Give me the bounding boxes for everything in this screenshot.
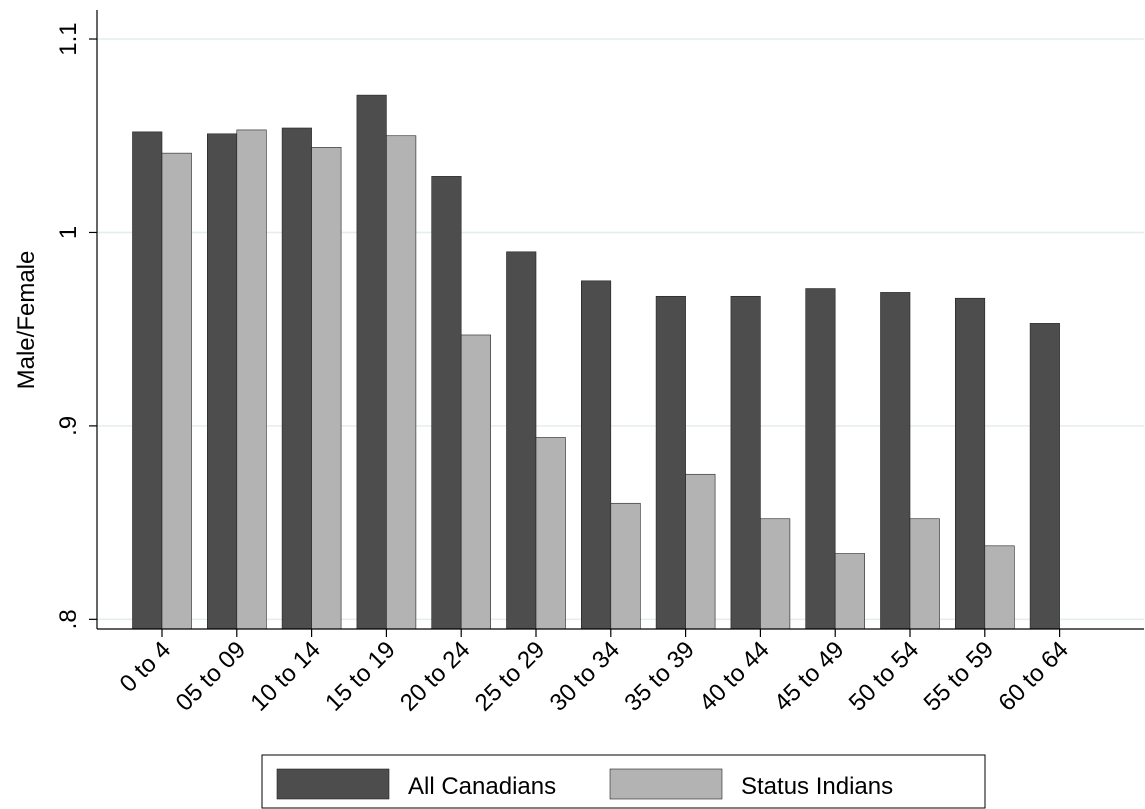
bar xyxy=(431,176,462,630)
bar xyxy=(311,147,342,630)
bar xyxy=(834,553,866,630)
x-tick-label: 20 to 24 xyxy=(395,636,475,716)
bar xyxy=(132,131,163,630)
legend-label: All Canadians xyxy=(408,773,556,800)
bar xyxy=(506,251,537,630)
bar xyxy=(356,94,387,630)
x-tick-label: 35 to 39 xyxy=(619,636,699,716)
legend-swatch xyxy=(609,768,723,800)
bar xyxy=(805,288,836,630)
legend-swatch xyxy=(276,768,390,800)
y-axis-label: Male/Female xyxy=(13,251,40,390)
bar xyxy=(760,518,791,630)
bar xyxy=(984,545,1015,630)
bar xyxy=(1029,323,1060,630)
bar xyxy=(460,334,492,630)
x-tick-label: 60 to 64 xyxy=(993,636,1073,716)
bar xyxy=(655,295,686,630)
y-tick-label: .9 xyxy=(55,416,82,436)
bar xyxy=(685,473,716,630)
bar xyxy=(236,129,267,630)
y-tick-label: 1 xyxy=(55,226,82,239)
x-tick-label: 0 to 4 xyxy=(115,636,177,698)
x-tick-label: 05 to 09 xyxy=(171,636,251,716)
bar xyxy=(161,152,192,630)
bar xyxy=(207,133,238,630)
y-tick-label: .8 xyxy=(55,609,82,629)
x-tick-label: 45 to 49 xyxy=(769,636,849,716)
bar xyxy=(954,297,986,630)
x-tick-label: 15 to 19 xyxy=(320,636,400,716)
x-tick-label: 10 to 14 xyxy=(245,636,325,716)
legend-label: Status Indians xyxy=(741,773,893,800)
x-tick-label: 40 to 44 xyxy=(694,636,774,716)
bar xyxy=(730,295,761,630)
bar xyxy=(281,127,312,630)
bar xyxy=(880,292,911,630)
bar xyxy=(610,502,641,630)
y-tick-label: 1.1 xyxy=(55,22,82,55)
bar xyxy=(535,437,566,630)
x-tick-label: 55 to 59 xyxy=(919,636,999,716)
x-tick-label: 25 to 29 xyxy=(470,636,550,716)
bar xyxy=(909,518,940,630)
x-tick-label: 30 to 34 xyxy=(545,636,625,716)
bar xyxy=(386,135,417,630)
bar xyxy=(580,280,612,630)
x-tick-label: 50 to 54 xyxy=(844,636,924,716)
